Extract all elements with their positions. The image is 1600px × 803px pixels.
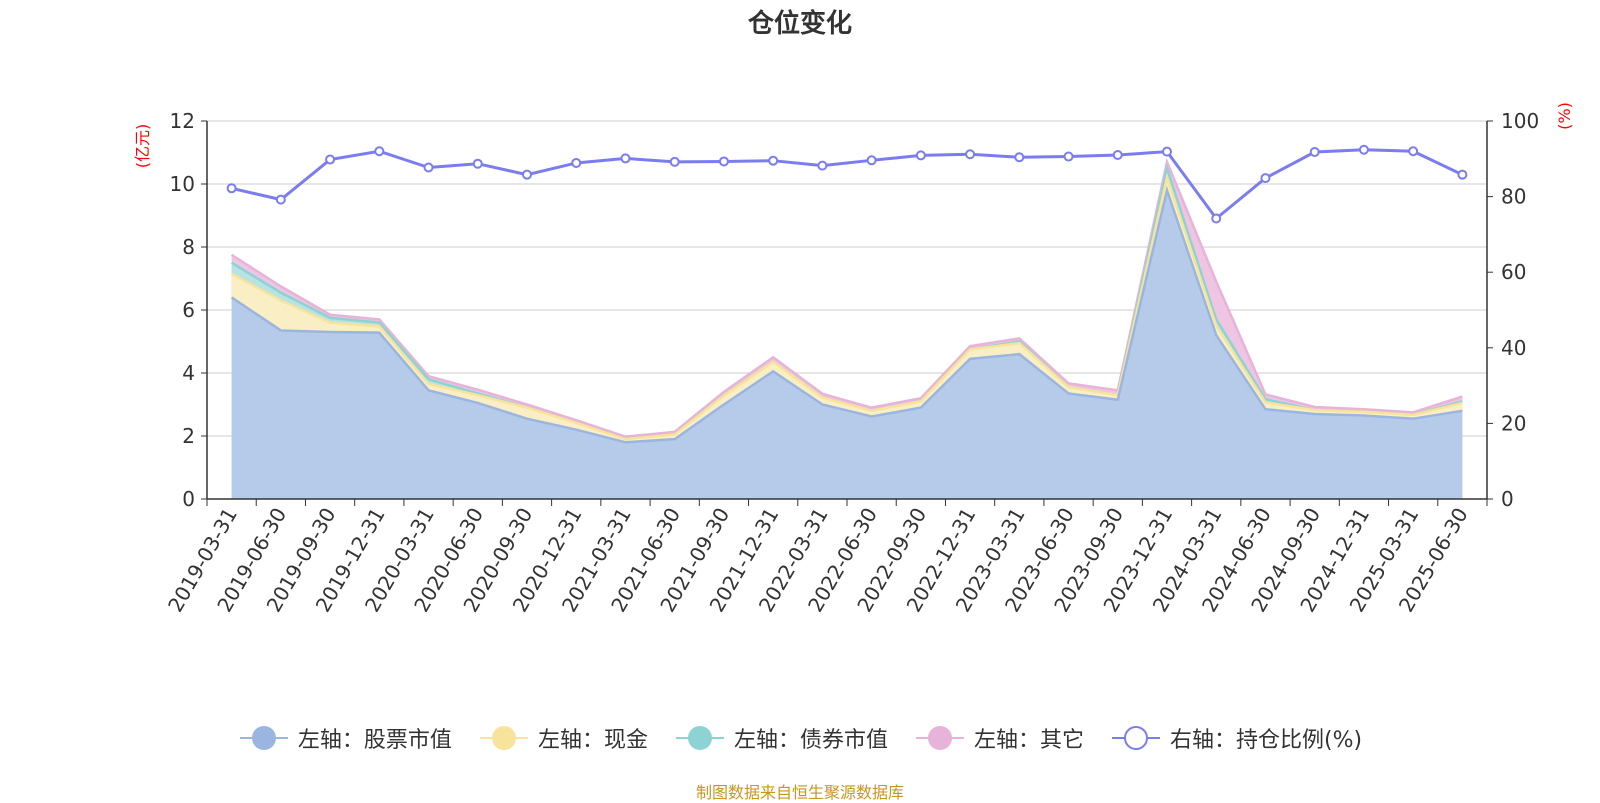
ratio-point bbox=[226, 183, 237, 194]
legend-label: 左轴：其它 bbox=[973, 728, 1084, 753]
legend-label: 左轴：债券市值 bbox=[733, 728, 888, 753]
left-tick-label: 4 bbox=[182, 361, 195, 385]
legend-label: 左轴：股票市值 bbox=[297, 728, 452, 753]
right-tick-label: 100 bbox=[1501, 109, 1539, 133]
right-tick-label: 80 bbox=[1501, 185, 1526, 209]
right-tick-label: 0 bbox=[1501, 487, 1514, 511]
legend: 左轴：股票市值 左轴：现金 左轴：债券市值 左轴：其它 右轴：持仓比例(%) bbox=[0, 722, 1600, 754]
legend-item[interactable]: 左轴：股票市值 bbox=[238, 722, 452, 754]
area-edge-2 bbox=[231, 173, 1463, 441]
ratio-point bbox=[1358, 144, 1369, 155]
ratio-point bbox=[423, 162, 434, 173]
chart-title: 仓位变化 bbox=[747, 9, 852, 39]
right-tick-label: 40 bbox=[1501, 336, 1526, 360]
ratio-point bbox=[1162, 146, 1172, 157]
ratio-point bbox=[669, 156, 680, 167]
ratio-point bbox=[718, 156, 729, 167]
ratio-point bbox=[620, 153, 631, 164]
ratio-point bbox=[1211, 213, 1222, 224]
legend-item[interactable]: 左轴：其它 bbox=[914, 722, 1084, 754]
legend-item[interactable]: 右轴：持仓比例(%) bbox=[1110, 722, 1362, 754]
stacked-areas bbox=[230, 157, 1463, 500]
left-axis-unit: (亿元) bbox=[133, 124, 152, 169]
ratio-point bbox=[817, 160, 828, 171]
legend-marker-icon bbox=[1111, 726, 1160, 750]
area-edge-1 bbox=[230, 185, 1463, 444]
legend-marker-icon bbox=[675, 726, 724, 750]
left-tick-label: 8 bbox=[182, 235, 195, 259]
ratio-point bbox=[1408, 146, 1419, 157]
legend-item[interactable]: 左轴：债券市值 bbox=[674, 722, 888, 754]
ratio-point bbox=[1309, 146, 1320, 157]
ratio-point bbox=[1112, 150, 1123, 161]
legend-label: 右轴：持仓比例(%) bbox=[1169, 728, 1363, 753]
ratio-line-path bbox=[231, 148, 1464, 221]
ratio-point bbox=[1014, 152, 1025, 163]
ratio-point bbox=[1063, 151, 1074, 162]
legend-marker-icon bbox=[915, 726, 964, 750]
area-1 bbox=[231, 190, 1463, 500]
right-tick-label: 20 bbox=[1501, 411, 1526, 435]
ratio-point bbox=[472, 158, 483, 169]
left-tick-label: 2 bbox=[182, 424, 195, 448]
legend-label: 左轴：现金 bbox=[537, 728, 648, 753]
ratio-point bbox=[374, 146, 385, 157]
left-tick-label: 10 bbox=[170, 172, 195, 196]
left-tick-label: 0 bbox=[182, 487, 195, 511]
right-axis-unit: (%) bbox=[1555, 102, 1574, 130]
ratio-point bbox=[1457, 169, 1468, 180]
ratio-point bbox=[571, 157, 582, 168]
area-edge-4 bbox=[230, 157, 1463, 438]
ratio-point bbox=[275, 194, 286, 205]
ratio-point bbox=[768, 155, 779, 166]
ratio-point bbox=[866, 155, 877, 166]
ratio-point bbox=[325, 154, 336, 165]
ratio-point bbox=[522, 169, 532, 180]
ratio-line bbox=[226, 144, 1468, 224]
source-note: 制图数据来自恒生聚源数据库 bbox=[695, 783, 904, 802]
ratio-point bbox=[1260, 173, 1271, 184]
ratio-point bbox=[965, 149, 976, 160]
legend-item[interactable]: 左轴：现金 bbox=[478, 722, 648, 754]
legend-marker-icon bbox=[479, 726, 528, 750]
left-tick-label: 12 bbox=[170, 109, 195, 133]
legend-marker-icon bbox=[239, 726, 288, 750]
right-tick-label: 60 bbox=[1501, 260, 1526, 284]
ratio-point bbox=[915, 150, 926, 161]
left-tick-label: 6 bbox=[182, 298, 195, 322]
